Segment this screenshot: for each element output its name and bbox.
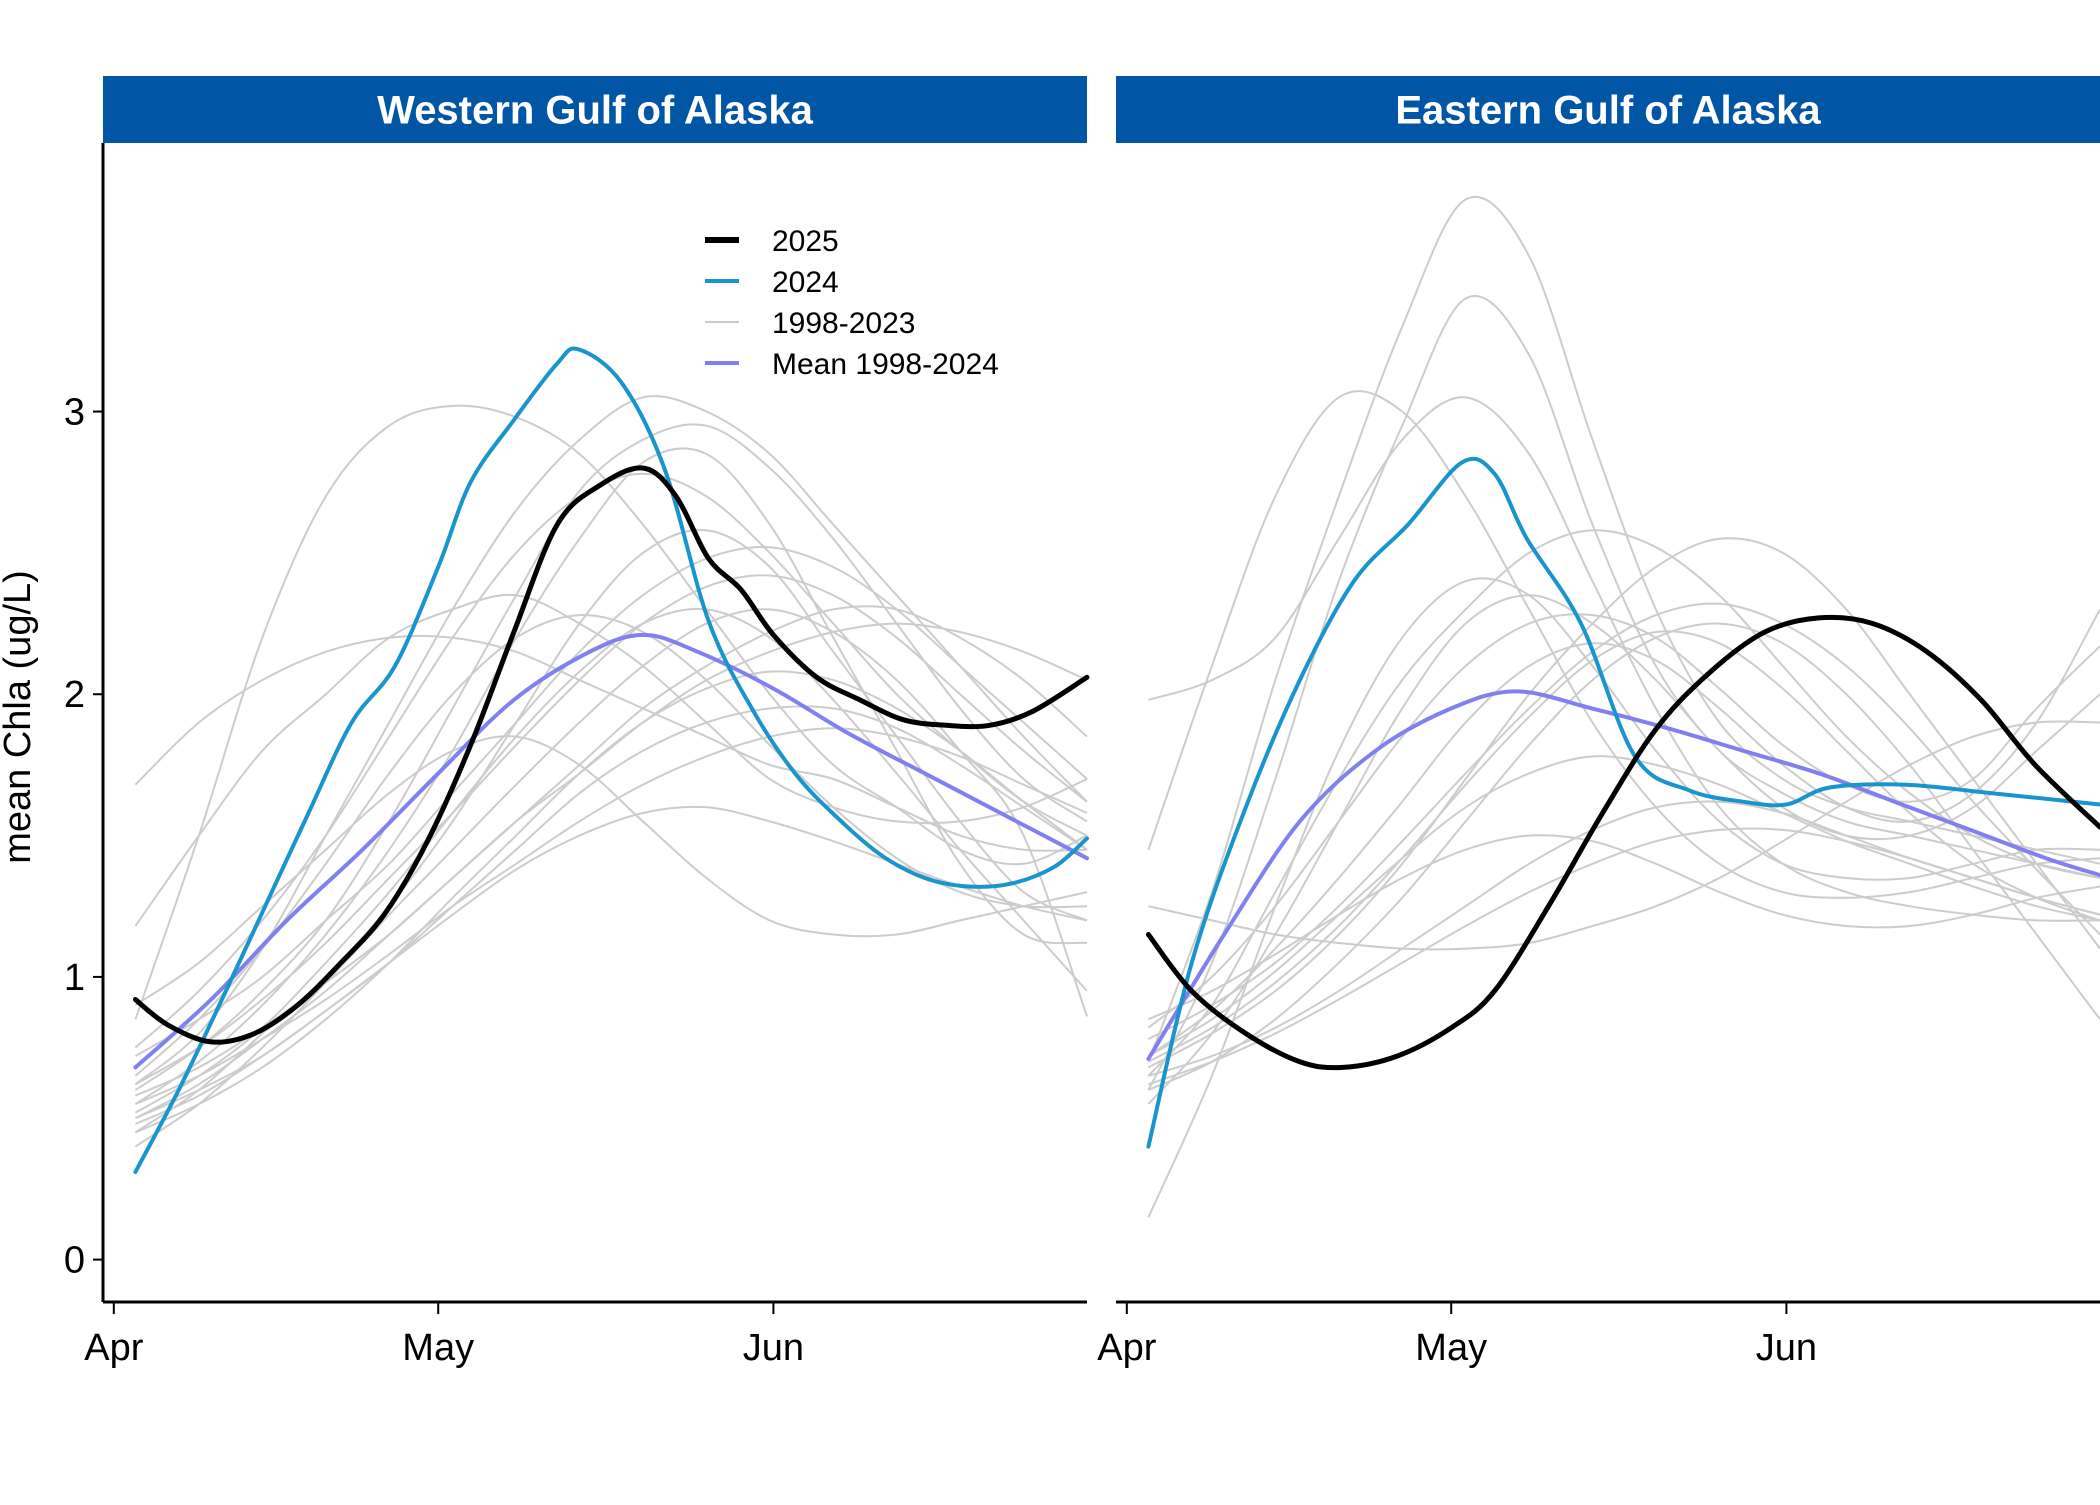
legend-label: 2024	[772, 266, 839, 299]
legend: 2025 2024 1998-2023 Mean 1998-2024	[705, 225, 999, 381]
series-line-2025	[1148, 617, 2100, 1067]
series-line-mean-1998-2024	[1148, 691, 2100, 1059]
historic-line	[1148, 296, 2100, 1090]
historic-line	[135, 609, 1087, 1113]
historic-line	[1148, 595, 2100, 1104]
y-tick-label: 0	[64, 1240, 85, 1282]
legend-label: 1998-2023	[772, 307, 915, 340]
historic-line	[135, 448, 1087, 1104]
y-axis-title: mean Chla (ug/L)	[0, 570, 39, 864]
historic-line	[1148, 397, 2100, 921]
historic-line	[135, 706, 1087, 1124]
panel-eastern: Eastern Gulf of Alaska Apr May Jun	[1097, 76, 2100, 1369]
historic-line	[1148, 801, 2100, 1075]
x-tick-label: Jun	[1756, 1327, 1817, 1369]
series-line-2024	[1148, 459, 2100, 1147]
series-layer	[1148, 197, 2100, 1217]
historic-line	[135, 636, 1087, 851]
x-tick-label: Apr	[84, 1327, 143, 1369]
x-tick-label: May	[402, 1327, 474, 1369]
panel-title: Eastern Gulf of Alaska	[1395, 89, 1821, 133]
y-tick-label: 1	[64, 957, 85, 999]
series-line-2024	[135, 348, 1087, 1172]
historic-line	[1148, 604, 2100, 1040]
legend-label: Mean 1998-2024	[772, 348, 999, 381]
historic-line	[1148, 530, 2100, 1076]
x-tick-label: May	[1415, 1327, 1487, 1369]
legend-label: 2025	[772, 225, 839, 258]
series-line-mean-1998-2024	[135, 635, 1087, 1068]
historic-line	[135, 474, 1087, 1048]
series-layer	[135, 348, 1087, 1172]
y-tick-label: 2	[64, 674, 85, 716]
x-tick-label: Apr	[1097, 1327, 1156, 1369]
panel-title: Western Gulf of Alaska	[377, 89, 813, 133]
historic-line	[135, 615, 1087, 1076]
y-tick-label: 3	[64, 392, 85, 434]
x-tick-label: Jun	[743, 1327, 804, 1369]
